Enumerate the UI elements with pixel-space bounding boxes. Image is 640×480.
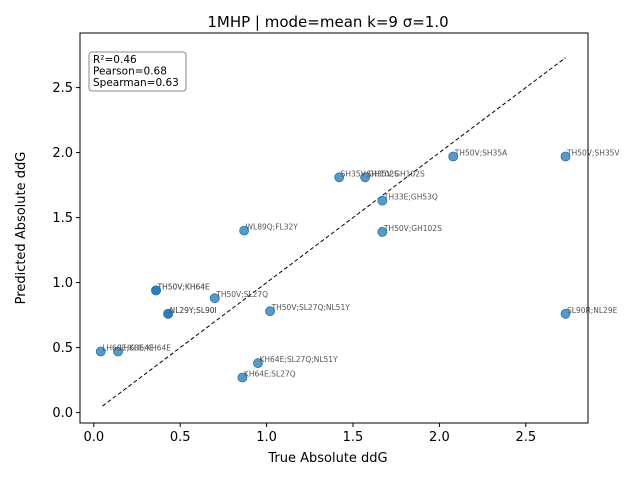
data-point	[163, 308, 174, 319]
data-point	[560, 151, 571, 162]
data-point-label: TH50V;SH35V	[566, 149, 620, 158]
data-point-label: KH64E;SL27Q	[244, 370, 296, 379]
data-point	[95, 346, 106, 357]
data-point	[448, 151, 459, 162]
data-point-label: TH50V;SL27Q	[215, 290, 268, 299]
y-tick-label: 0.5	[52, 341, 73, 356]
data-point	[265, 306, 275, 317]
x-tick-label: 1.5	[343, 430, 364, 445]
data-point	[560, 308, 571, 319]
chart-title: 1MHP | mode=mean k=9 σ=1.0	[207, 13, 448, 31]
y-tick-label: 1.5	[52, 211, 73, 226]
data-point-label: KH64E;SL27Q;NL51Y	[259, 355, 338, 364]
x-tick-label: 0.0	[83, 430, 104, 445]
x-axis-title: True Absolute ddG	[267, 451, 387, 466]
data-point-label: NL29Y;SL90I	[170, 306, 217, 315]
data-point-label: TH33E;GH53Q	[383, 193, 438, 202]
data-point-label: TH50V;KH64E	[157, 282, 211, 291]
data-point	[360, 172, 371, 183]
data-point-label: LH60E;KH64E	[120, 344, 172, 353]
data-point-label: TH50V;SH35A	[454, 149, 508, 158]
data-point	[113, 346, 123, 357]
stats-box	[88, 51, 187, 92]
data-point	[253, 358, 263, 369]
y-tick-label: 2.0	[52, 146, 73, 161]
stats-line: R²=0.46	[93, 54, 137, 66]
x-tick-label: 1.0	[256, 430, 277, 445]
data-point-label: WL89Q;FL32Y	[246, 223, 299, 232]
data-point-label: SH35V;GH102S	[367, 169, 425, 178]
data-point	[237, 372, 248, 383]
y-axis-title: Predicted Absolute ddG	[14, 152, 29, 305]
data-point	[151, 285, 161, 296]
data-point	[209, 293, 220, 304]
data-point-label: NL29Y;SL90I	[170, 306, 217, 315]
data-point-label: SH35V;GH102S	[341, 169, 399, 178]
data-point	[377, 195, 388, 206]
x-tick-label: 0.5	[170, 430, 191, 445]
data-point-label: TH50V;GH102S	[383, 224, 442, 233]
data-point-label: TH50V;KH64E	[157, 282, 211, 291]
data-point-label: TH50V;SL27Q;NL51Y	[271, 303, 351, 312]
diagonal-reference-line	[102, 57, 566, 407]
data-point	[377, 226, 388, 237]
stats-line: Spearman=0.63	[93, 77, 179, 89]
stats-line: Pearson=0.68	[93, 66, 167, 78]
plot-frame	[79, 32, 589, 424]
x-tick-label: 2.5	[515, 430, 536, 445]
data-point-label: SL90R;NL29E	[567, 306, 618, 315]
data-point	[334, 172, 345, 183]
data-point	[239, 225, 250, 236]
y-tick-label: 2.5	[52, 81, 73, 96]
y-tick-label: 1.0	[52, 276, 73, 291]
x-tick-label: 2.0	[429, 430, 450, 445]
y-tick-label: 0.0	[52, 406, 73, 421]
data-point-label: LH60E;KH64E	[102, 344, 154, 353]
